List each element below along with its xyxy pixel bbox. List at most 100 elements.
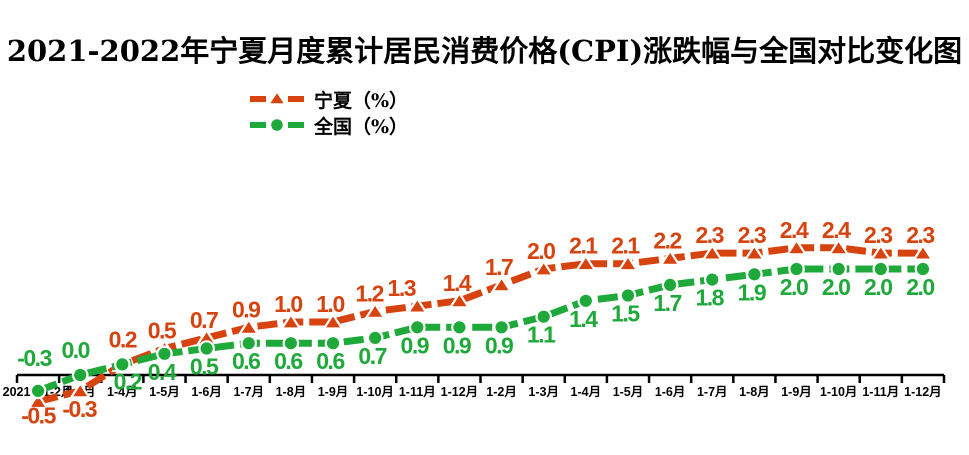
circle-marker-icon [872,260,890,278]
data-label: 0.6 [316,348,344,374]
circle-marker-icon [493,318,510,336]
circle-marker-icon [577,292,595,310]
circle-marker-icon [451,318,468,336]
triangle-marker-icon [574,254,597,272]
x-axis-label: 1-4月 [571,385,602,399]
series-line-ningxia [37,244,923,405]
x-axis-label: 1-12月 [904,385,942,399]
circle-marker-icon [788,260,805,278]
data-label: 2.4 [822,217,851,243]
triangle-marker-icon [279,312,302,330]
triangle-marker-icon [869,243,892,261]
chart-title: 2021-2022年宁夏月度累计居民消费价格(CPI)涨跌幅与全国对比变化图 [6,34,963,68]
x-axis-label: 1-6月 [191,385,222,399]
data-label: 2.0 [822,274,850,300]
data-label: 0.9 [401,332,429,358]
triangle-marker-icon [616,254,639,272]
data-label: 2.0 [906,274,934,300]
data-label: 1.5 [611,301,640,327]
data-label: 2.3 [696,222,724,248]
x-axis-label: 1-12月 [441,385,479,399]
circle-marker-icon [914,260,932,278]
data-label: 1.4 [443,270,472,296]
circle-marker-icon [830,260,847,278]
legend-swatch-icon [250,117,304,133]
data-label: 2.3 [864,222,892,248]
data-label: 2.0 [864,274,892,300]
legend-item-ningxia: 宁夏（%） [250,86,408,112]
data-label: -0.3 [62,396,96,422]
triangle-marker-icon [27,391,50,410]
x-axis-label: 1-10月 [820,385,858,399]
data-label: 0.6 [232,348,260,374]
data-label: 0.2 [109,326,137,352]
circle-marker-icon [366,329,384,347]
legend-swatch-icon [250,90,304,105]
circle-marker-icon [114,356,131,373]
circle-marker-icon [282,334,300,352]
triangle-marker-icon [743,243,766,261]
legend-label-national: 全国（%） [314,115,409,138]
circle-marker-icon [71,366,89,384]
data-label: 1.2 [355,280,383,306]
data-label: 0.7 [358,343,386,369]
x-axis-label: 1-7月 [697,385,728,399]
triangle-marker-icon [69,381,92,399]
triangle-marker-icon [406,296,429,314]
circle-marker-icon [156,345,173,363]
circle-marker-icon [324,334,342,352]
triangle-marker-icon [659,248,682,266]
data-label: 0.5 [190,354,219,380]
legend: 宁夏（%） 全国（%） [250,86,408,138]
circle-marker-icon [535,308,553,325]
data-label: 1.7 [485,254,513,280]
circle-marker-icon [703,271,721,288]
x-axis-label: 1-3月 [528,385,559,399]
data-label: 2.3 [738,222,766,248]
data-label: 1.9 [738,279,766,305]
data-label: 1.8 [696,285,725,311]
data-label: 0.5 [148,318,177,344]
triangle-marker-icon [701,243,724,261]
series-line-national [36,265,923,395]
data-label: 1.3 [388,275,416,301]
triangle-marker-icon [322,312,345,330]
data-label: 1.1 [527,322,556,348]
data-label: 1.0 [274,291,302,317]
data-label: 0.7 [190,307,218,333]
triangle-marker-icon [490,275,513,293]
data-label: -0.3 [17,345,51,371]
circle-marker-icon [661,276,679,294]
triangle-marker-icon [448,291,471,309]
data-label: 0.9 [443,332,471,358]
x-axis-label: 1-5月 [613,385,644,399]
x-axis-label: 1-10月 [356,385,394,399]
x-axis-label: 1-11月 [399,385,436,399]
x-axis-label: 1-7月 [233,385,264,399]
x-axis-label: 1-9月 [318,385,349,399]
x-axis-label: 1-9月 [781,385,812,399]
x-axis-label: 1-8月 [276,385,307,399]
x-axis-label: 1-6月 [655,385,686,399]
data-label: 1.7 [653,290,681,316]
data-label: 0.4 [148,359,177,385]
data-label: 0.2 [114,368,142,394]
triangle-marker-icon [911,243,934,261]
data-label: 1.0 [316,291,344,317]
data-label: 2.3 [906,222,934,248]
x-axis-label: 1-4月 [107,385,138,399]
triangle-marker-icon [827,238,850,256]
x-axis-label: 1-8月 [739,385,770,399]
circle-marker-icon [198,340,215,357]
data-label: 0.6 [274,348,302,374]
circle-marker-icon [29,382,47,400]
circle-marker-icon [619,287,637,304]
triangle-marker-icon [785,238,808,256]
data-label: 0.9 [485,332,513,358]
triangle-marker-icon [532,259,555,277]
ningxia-dashed-triangle-line-icon [250,90,304,108]
data-label: 0.9 [232,296,260,322]
legend-label-ningxia: 宁夏（%） [314,89,409,112]
